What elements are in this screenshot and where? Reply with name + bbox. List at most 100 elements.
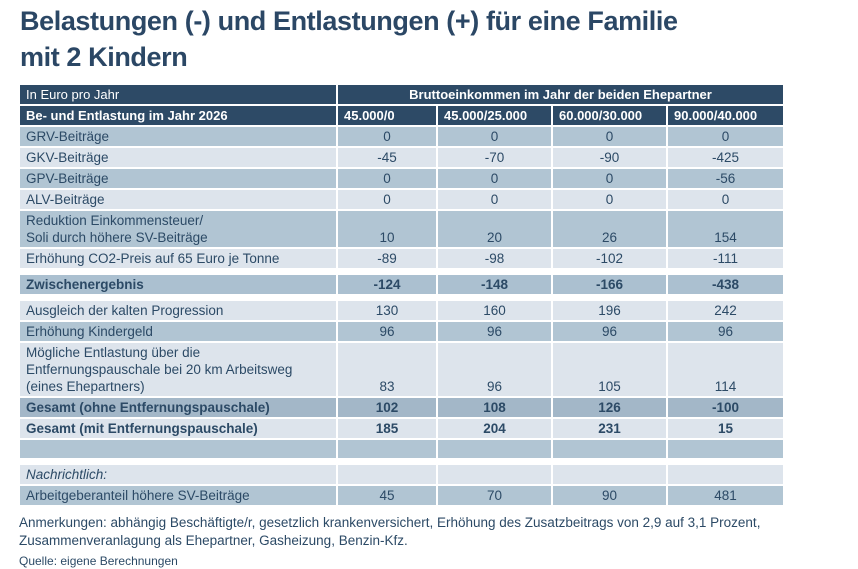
row-label: Erhöhung CO2-Preis auf 65 Euro je Tonne: [20, 248, 336, 268]
spacer-cell: [20, 460, 783, 463]
cell-value: 108: [438, 397, 551, 417]
cell-value: 0: [438, 168, 551, 188]
column-header: 45.000/25.000: [438, 105, 551, 125]
row-label: Mögliche Entlastung über die Entfernungs…: [20, 342, 336, 396]
row-label: Erhöhung Kindergeld: [20, 321, 336, 341]
spacer-cell: [20, 296, 783, 299]
row-label: Ausgleich der kalten Progression: [20, 300, 336, 320]
table-row: GRV-Beiträge 0 0 0 0: [20, 126, 783, 146]
cell-value: 160: [438, 300, 551, 320]
cell-value: 20: [438, 210, 551, 247]
table-row: Erhöhung Kindergeld 96 96 96 96: [20, 321, 783, 341]
row-dimension-cell: Be- und Entlastung im Jahr 2026: [20, 105, 336, 125]
cell-value: 0: [668, 189, 783, 209]
row-label: GKV-Beiträge: [20, 147, 336, 167]
cell-value: [438, 439, 551, 458]
row-label: Zwischenergebnis: [20, 274, 336, 294]
table-row: Nachrichtlich:: [20, 464, 783, 484]
table-row: Ausgleich der kalten Progression 130 160 19…: [20, 300, 783, 320]
cell-value: -56: [668, 168, 783, 188]
cell-value: 45: [338, 485, 436, 505]
cell-value: 0: [338, 126, 436, 146]
row-label: Reduktion Einkommensteuer/ Soli durch hö…: [20, 210, 336, 247]
cell-value: -45: [338, 147, 436, 167]
column-header: 90.000/40.000: [668, 105, 783, 125]
cell-value: 0: [553, 189, 666, 209]
table-row: ALV-Beiträge 0 0 0 0: [20, 189, 783, 209]
table-row: [20, 439, 783, 458]
cell-value: 130: [338, 300, 436, 320]
cell-value: [668, 464, 783, 484]
cell-value: 0: [553, 126, 666, 146]
cell-value: 126: [553, 397, 666, 417]
unit-header-cell: In Euro pro Jahr: [20, 84, 336, 104]
table-row: Zwischenergebnis -124 -148 -166 -438: [20, 274, 783, 294]
cell-value: 26: [553, 210, 666, 247]
cell-value: 96: [553, 321, 666, 341]
row-label: [20, 439, 336, 458]
column-header: 45.000/0: [338, 105, 436, 125]
cell-value: [338, 464, 436, 484]
cell-value: 90: [553, 485, 666, 505]
spacer-row: [20, 460, 783, 463]
cell-value: 204: [438, 418, 551, 438]
cell-value: [438, 464, 551, 484]
cell-value: -124: [338, 274, 436, 294]
source-text: Quelle: eigene Berechnungen: [19, 553, 178, 568]
cell-value: 96: [338, 321, 436, 341]
cell-value: -98: [438, 248, 551, 268]
annotations-text: Anmerkungen: abhängig Beschäftigte/r, ge…: [19, 514, 761, 548]
cell-value: 242: [668, 300, 783, 320]
cell-value: -102: [553, 248, 666, 268]
cell-value: 105: [553, 342, 666, 396]
cell-value: -425: [668, 147, 783, 167]
cell-value: 154: [668, 210, 783, 247]
cell-value: [553, 439, 666, 458]
cell-value: 96: [438, 342, 551, 396]
cell-value: 0: [338, 189, 436, 209]
row-label: GPV-Beiträge: [20, 168, 336, 188]
cell-value: 96: [438, 321, 551, 341]
cell-value: 0: [438, 126, 551, 146]
row-label: GRV-Beiträge: [20, 126, 336, 146]
cell-value: -111: [668, 248, 783, 268]
cell-value: 481: [668, 485, 783, 505]
cell-value: 102: [338, 397, 436, 417]
table-row: Gesamt (ohne Entfernungspauschale) 102 108…: [20, 397, 783, 417]
cell-value: 96: [668, 321, 783, 341]
cell-value: 185: [338, 418, 436, 438]
column-header: 60.000/30.000: [553, 105, 666, 125]
cell-value: -148: [438, 274, 551, 294]
table-row: Erhöhung CO2-Preis auf 65 Euro je Tonne -…: [20, 248, 783, 268]
table-row: Arbeitgeberanteil höhere SV-Beiträge 45 70…: [20, 485, 783, 505]
cell-value: [553, 464, 666, 484]
table-row: Reduktion Einkommensteuer/ Soli durch hö…: [20, 210, 783, 247]
cell-value: -100: [668, 397, 783, 417]
cell-value: -70: [438, 147, 551, 167]
cell-value: 0: [438, 189, 551, 209]
spacer-row: [20, 296, 783, 299]
row-label: Gesamt (mit Entfernungspauschale): [20, 418, 336, 438]
cell-value: -438: [668, 274, 783, 294]
cell-value: 15: [668, 418, 783, 438]
cell-value: 231: [553, 418, 666, 438]
cell-value: 114: [668, 342, 783, 396]
cell-value: -89: [338, 248, 436, 268]
spacer-cell: [20, 270, 783, 273]
table-header: In Euro pro Jahr Bruttoeinkommen im Jahr…: [20, 84, 783, 125]
row-label: ALV-Beiträge: [20, 189, 336, 209]
cell-value: 0: [668, 126, 783, 146]
cell-value: [668, 439, 783, 458]
cell-value: 0: [338, 168, 436, 188]
table-row: GPV-Beiträge 0 0 0 -56: [20, 168, 783, 188]
cell-value: -90: [553, 147, 666, 167]
group-header-cell: Bruttoeinkommen im Jahr der beiden Ehepa…: [338, 84, 783, 104]
row-label: Arbeitgeberanteil höhere SV-Beiträge: [20, 485, 336, 505]
cell-value: 196: [553, 300, 666, 320]
header-row-group: In Euro pro Jahr Bruttoeinkommen im Jahr…: [20, 84, 783, 104]
table-row: GKV-Beiträge -45 -70 -90 -425: [20, 147, 783, 167]
row-label: Nachrichtlich:: [20, 464, 336, 484]
cell-value: [338, 439, 436, 458]
row-label: Gesamt (ohne Entfernungspauschale): [20, 397, 336, 417]
